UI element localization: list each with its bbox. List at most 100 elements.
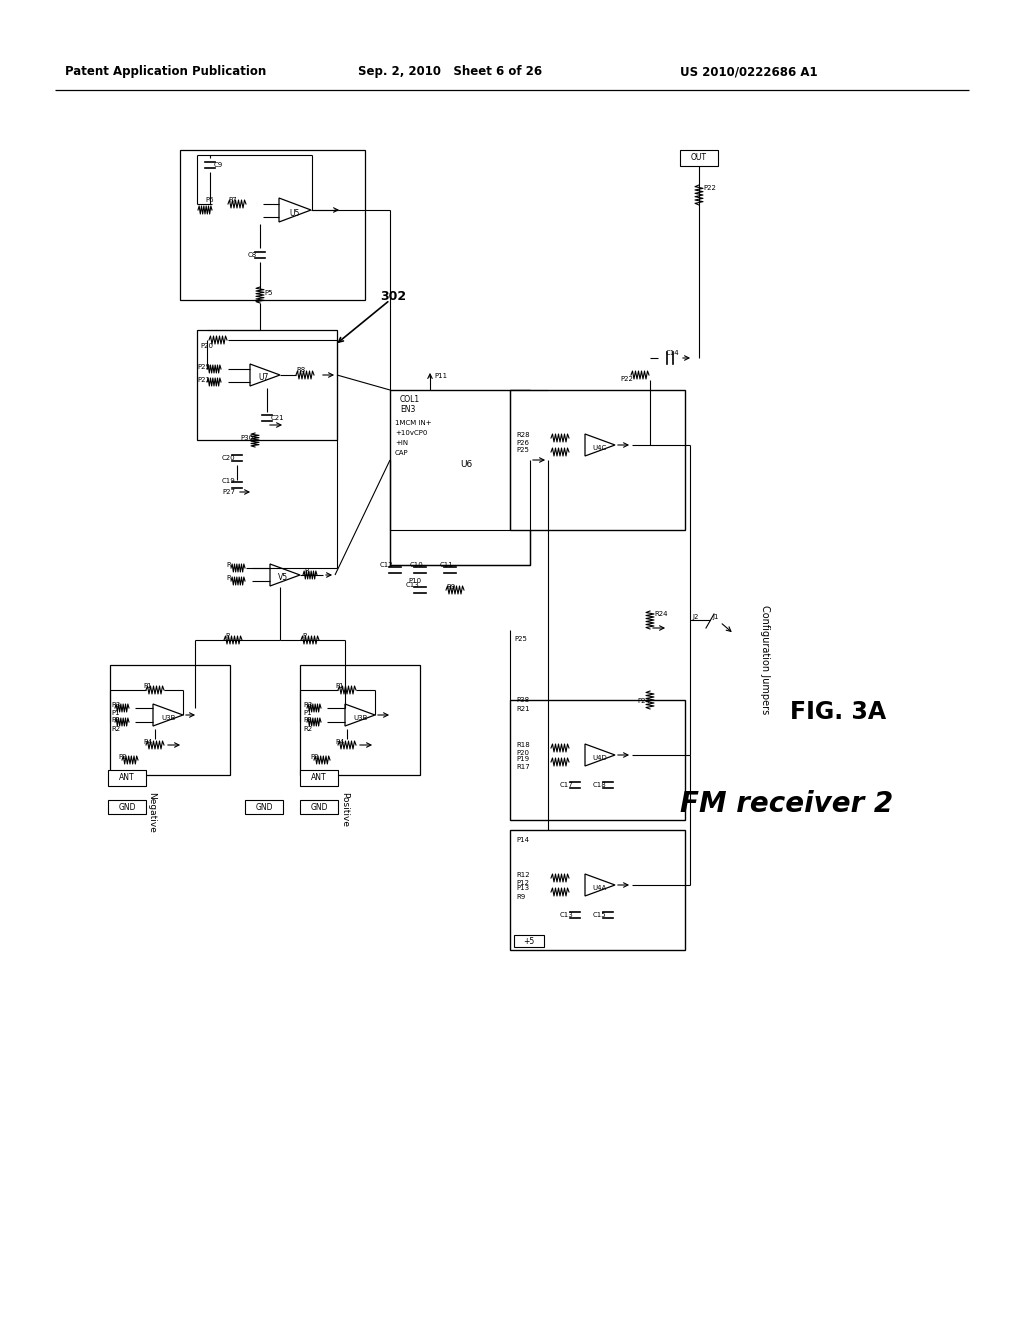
- Text: P1: P1: [111, 710, 120, 715]
- Bar: [180, 150, 365, 300]
- Text: Patent Application Publication: Patent Application Publication: [65, 66, 266, 78]
- Text: Negative: Negative: [147, 792, 157, 833]
- Bar: [510, 389, 685, 531]
- Text: U3B: U3B: [353, 715, 368, 721]
- Text: R28: R28: [516, 432, 529, 438]
- Bar: [108, 770, 146, 785]
- Text: R9: R9: [516, 894, 525, 900]
- Text: EN3: EN3: [400, 405, 416, 414]
- Text: R2: R2: [111, 726, 120, 733]
- Text: +10vCP0: +10vCP0: [395, 430, 427, 436]
- Text: C12: C12: [380, 562, 393, 568]
- Text: ANT: ANT: [311, 774, 327, 783]
- Text: P2: P2: [118, 754, 127, 760]
- Text: R24: R24: [654, 611, 668, 616]
- Text: U6: U6: [460, 459, 472, 469]
- Bar: [245, 800, 283, 814]
- Bar: [514, 935, 544, 946]
- Text: P7: P7: [228, 197, 237, 203]
- Text: CAP: CAP: [395, 450, 409, 455]
- Bar: [390, 389, 530, 565]
- Bar: [680, 150, 718, 166]
- Text: P: P: [302, 634, 306, 639]
- Text: R3: R3: [111, 702, 120, 708]
- Bar: [108, 800, 146, 814]
- Text: U7: U7: [258, 374, 268, 383]
- Text: P2: P2: [111, 717, 120, 723]
- Text: P14: P14: [516, 837, 529, 843]
- Text: U5: U5: [289, 209, 299, 218]
- Text: C10: C10: [410, 562, 424, 568]
- Text: P29: P29: [197, 364, 210, 370]
- Text: OUT: OUT: [691, 153, 707, 162]
- Text: C18: C18: [593, 781, 607, 788]
- Text: P22: P22: [620, 376, 633, 381]
- Bar: [300, 800, 338, 814]
- Text: P27: P27: [222, 488, 234, 495]
- Text: C8: C8: [248, 252, 257, 257]
- Text: P3: P3: [303, 717, 311, 723]
- Text: P13: P13: [516, 884, 529, 891]
- Text: 1MCM IN+: 1MCM IN+: [395, 420, 432, 426]
- Text: FM receiver 2: FM receiver 2: [680, 789, 893, 818]
- Text: GND: GND: [310, 803, 328, 812]
- Text: Sep. 2, 2010   Sheet 6 of 26: Sep. 2, 2010 Sheet 6 of 26: [358, 66, 542, 78]
- Text: R2: R2: [303, 726, 312, 733]
- Text: GND: GND: [255, 803, 272, 812]
- Text: GND: GND: [118, 803, 136, 812]
- Text: P22: P22: [703, 185, 716, 191]
- Text: C21: C21: [271, 414, 285, 421]
- Bar: [300, 770, 338, 785]
- Text: P20: P20: [200, 343, 213, 348]
- Text: J2: J2: [692, 614, 698, 620]
- Text: P11: P11: [434, 374, 447, 379]
- Bar: [197, 330, 337, 440]
- Text: R: R: [226, 562, 230, 568]
- Text: C13: C13: [406, 582, 420, 587]
- Text: C14: C14: [666, 350, 680, 356]
- Text: US 2010/0222686 A1: US 2010/0222686 A1: [680, 66, 817, 78]
- Text: R12: R12: [516, 873, 529, 878]
- Text: R17: R17: [516, 764, 529, 770]
- Text: COL1: COL1: [400, 395, 420, 404]
- Text: C20: C20: [222, 455, 236, 461]
- Text: C11: C11: [440, 562, 454, 568]
- Bar: [110, 665, 230, 775]
- Text: P20: P20: [516, 750, 529, 756]
- Text: P38: P38: [516, 697, 529, 704]
- Bar: [300, 665, 420, 775]
- Text: U4D: U4D: [592, 755, 607, 762]
- Text: FIG. 3A: FIG. 3A: [790, 700, 886, 723]
- Text: R: R: [304, 568, 309, 574]
- Text: U4C: U4C: [592, 445, 606, 451]
- Text: P6: P6: [205, 197, 214, 203]
- Bar: [510, 700, 685, 820]
- Text: P12: P12: [516, 880, 529, 886]
- Text: U4A: U4A: [592, 884, 606, 891]
- Text: R3: R3: [303, 702, 312, 708]
- Text: C15: C15: [593, 912, 606, 917]
- Text: C17: C17: [560, 781, 573, 788]
- Text: P24: P24: [637, 698, 650, 704]
- Text: R18: R18: [516, 742, 529, 748]
- Text: P30: P30: [240, 436, 253, 441]
- Text: C9: C9: [214, 162, 223, 168]
- Text: P21: P21: [197, 378, 210, 383]
- Text: U3B: U3B: [161, 715, 175, 721]
- Text: R4: R4: [335, 739, 344, 744]
- Text: R: R: [226, 576, 230, 581]
- Text: C19: C19: [222, 478, 236, 484]
- Text: 302: 302: [380, 290, 407, 304]
- Bar: [510, 830, 685, 950]
- Text: R9: R9: [446, 583, 456, 590]
- Text: P10: P10: [408, 578, 421, 583]
- Text: C13: C13: [560, 912, 573, 917]
- Text: +IN: +IN: [395, 440, 409, 446]
- Text: P26: P26: [516, 440, 529, 446]
- Text: P25: P25: [516, 447, 528, 453]
- Text: P1: P1: [143, 682, 152, 689]
- Text: Positive: Positive: [341, 792, 349, 828]
- Text: Configuration Jumpers: Configuration Jumpers: [760, 606, 770, 714]
- Text: P1: P1: [335, 682, 344, 689]
- Text: R8: R8: [296, 367, 305, 374]
